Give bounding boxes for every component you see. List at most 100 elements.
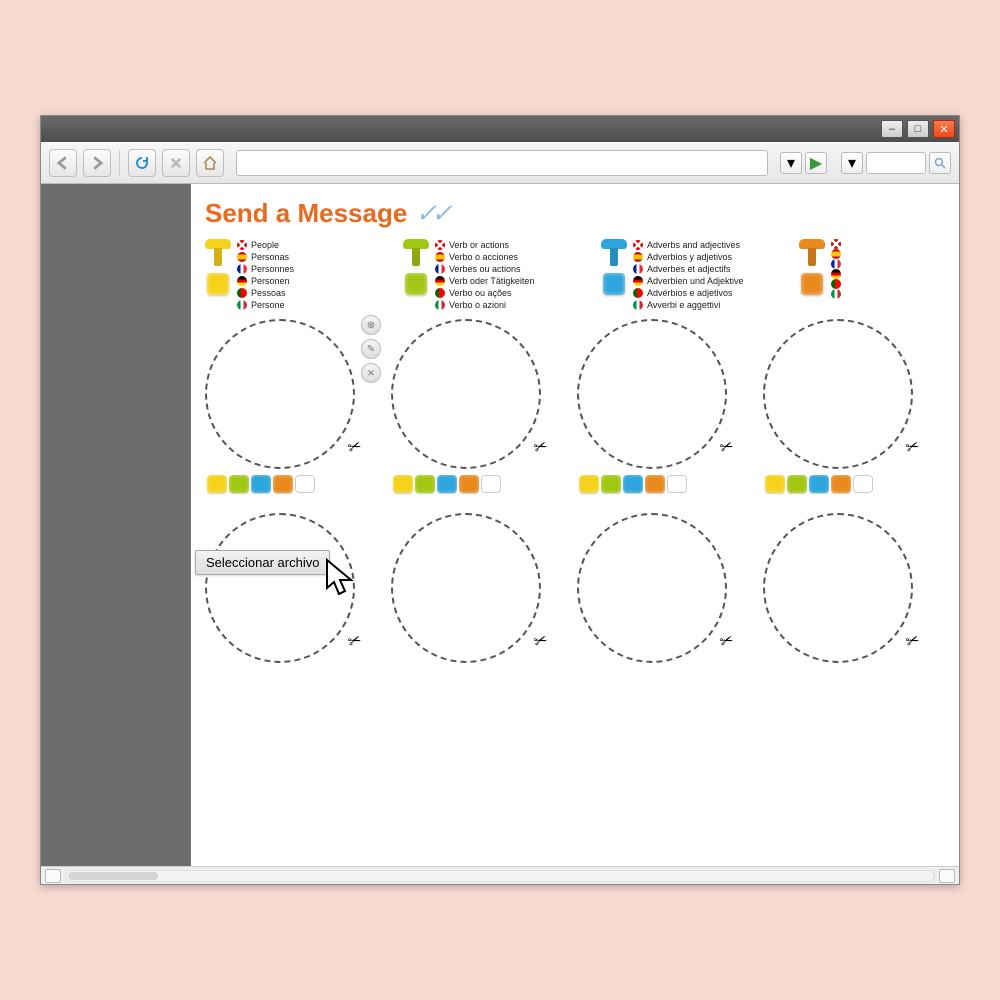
delete-button[interactable]: ⨯ — [361, 363, 381, 383]
lang-row: Pessoas — [237, 287, 294, 299]
color-swatch-empty[interactable] — [481, 475, 501, 493]
scroll-right-button[interactable] — [939, 869, 955, 883]
flag-uk-icon — [237, 240, 247, 250]
color-swatch-orange[interactable] — [459, 475, 479, 493]
color-swatch-green[interactable] — [415, 475, 435, 493]
close-button[interactable]: ✕ — [933, 120, 955, 138]
color-swatch-orange[interactable] — [831, 475, 851, 493]
category-labels-orange — [831, 239, 841, 311]
lang-text: Avverbi e aggettivi — [647, 299, 720, 311]
reload-button[interactable] — [128, 149, 156, 177]
address-bar[interactable] — [236, 150, 768, 176]
flag-it-icon — [831, 289, 841, 299]
category-labels-blue: Adverbs and adjectivesAdverbios y adjeti… — [633, 239, 744, 311]
lang-text: Verb or actions — [449, 239, 509, 251]
circle-slot[interactable]: ✂ — [205, 513, 365, 663]
scissors-icon: ✂ — [717, 435, 736, 458]
lang-row: People — [237, 239, 294, 251]
search-dropdown[interactable]: ▾ — [841, 152, 863, 174]
lang-text: Adverbes et adjectifs — [647, 263, 731, 275]
stop-button[interactable] — [162, 149, 190, 177]
scissors-icon: ✂ — [717, 629, 736, 652]
browser-window: – □ ✕ ▾ ▶ ▾ — [40, 115, 960, 885]
flag-de-icon — [237, 276, 247, 286]
color-bar[interactable] — [207, 475, 365, 493]
lang-row: Verbo o acciones — [435, 251, 534, 263]
circle-slot[interactable]: ✂ — [391, 319, 551, 493]
lang-row: Adverbs and adjectives — [633, 239, 744, 251]
dropdown-button[interactable]: ▾ — [780, 152, 802, 174]
go-button[interactable]: ▶ — [805, 152, 827, 174]
color-swatch-blue[interactable] — [437, 475, 457, 493]
category-row: PeoplePersonasPersonnesPersonenPessoasPe… — [205, 239, 949, 311]
lang-row: Verb oder Tätigkeiten — [435, 275, 534, 287]
color-swatch-yellow[interactable] — [207, 475, 227, 493]
color-swatch-green[interactable] — [601, 475, 621, 493]
scroll-track[interactable] — [65, 870, 935, 882]
search-controls: ▾ — [841, 152, 951, 174]
lang-text: Pessoas — [251, 287, 286, 299]
forward-button[interactable] — [83, 149, 111, 177]
file-select-button[interactable]: Seleccionar archivo — [195, 550, 330, 575]
circle-slot[interactable]: ✂ — [391, 513, 551, 663]
color-swatch-empty[interactable] — [667, 475, 687, 493]
go-controls: ▾ ▶ — [780, 152, 827, 174]
lang-text: Adverbien und Adjektive — [647, 275, 744, 287]
color-swatch-yellow[interactable] — [765, 475, 785, 493]
search-box[interactable] — [866, 152, 926, 174]
scissors-icon: ✂ — [531, 629, 550, 652]
color-swatch-empty[interactable] — [295, 475, 315, 493]
color-bar[interactable] — [579, 475, 737, 493]
circle-slot[interactable]: ✂ — [577, 513, 737, 663]
flag-es-icon — [237, 252, 247, 262]
circle-slot[interactable]: ✂ — [763, 513, 923, 663]
color-swatch-blue[interactable] — [809, 475, 829, 493]
flag-it-icon — [237, 300, 247, 310]
lang-text: Persone — [251, 299, 285, 311]
scissors-icon: ✂ — [345, 435, 364, 458]
color-swatch-yellow[interactable] — [579, 475, 599, 493]
color-swatch-orange[interactable] — [645, 475, 665, 493]
scroll-left-button[interactable] — [45, 869, 61, 883]
separator — [119, 150, 120, 176]
lang-row: Adverbes et adjectifs — [633, 263, 744, 275]
lang-row: Adverbios y adjetivos — [633, 251, 744, 263]
lang-text: Verb oder Tätigkeiten — [449, 275, 534, 287]
circle-slot[interactable]: ✂⊕✎⨯ — [205, 319, 365, 493]
category-pin-orange — [799, 239, 825, 311]
edit-button[interactable]: ✎ — [361, 339, 381, 359]
color-swatch-blue[interactable] — [251, 475, 271, 493]
flag-de-icon — [435, 276, 445, 286]
color-swatch-orange[interactable] — [273, 475, 293, 493]
cutout-circle: ✂ — [577, 513, 727, 663]
category-labels-yellow: PeoplePersonasPersonnesPersonenPessoasPe… — [237, 239, 294, 311]
minimize-button[interactable]: – — [881, 120, 903, 138]
color-swatch-blue[interactable] — [623, 475, 643, 493]
circle-slot[interactable]: ✂ — [577, 319, 737, 493]
circle-slot[interactable]: ✂ — [763, 319, 923, 493]
back-button[interactable] — [49, 149, 77, 177]
flag-es-icon — [633, 252, 643, 262]
lang-row: Personen — [237, 275, 294, 287]
horizontal-scrollbar[interactable] — [41, 866, 959, 884]
color-swatch-empty[interactable] — [853, 475, 873, 493]
home-button[interactable] — [196, 149, 224, 177]
lang-text: Adverbios y adjetivos — [647, 251, 732, 263]
color-bar[interactable] — [393, 475, 551, 493]
color-swatch-yellow[interactable] — [393, 475, 413, 493]
cutout-circle: ✂ — [763, 319, 913, 469]
maximize-button[interactable]: □ — [907, 120, 929, 138]
page-title: Send a Message — [205, 198, 407, 229]
circle-grid: ✂⊕✎⨯✂✂✂✂✂✂✂ — [205, 319, 949, 663]
cutout-circle: ✂ — [205, 319, 355, 469]
color-swatch-green[interactable] — [787, 475, 807, 493]
lang-text: Verbo ou ações — [449, 287, 512, 299]
cutout-circle: ✂ — [205, 513, 355, 663]
scroll-thumb[interactable] — [68, 872, 158, 880]
color-bar[interactable] — [765, 475, 923, 493]
search-button[interactable] — [929, 152, 951, 174]
color-swatch-green[interactable] — [229, 475, 249, 493]
add-button[interactable]: ⊕ — [361, 315, 381, 335]
category-pin-blue — [601, 239, 627, 311]
flag-fr-icon — [435, 264, 445, 274]
